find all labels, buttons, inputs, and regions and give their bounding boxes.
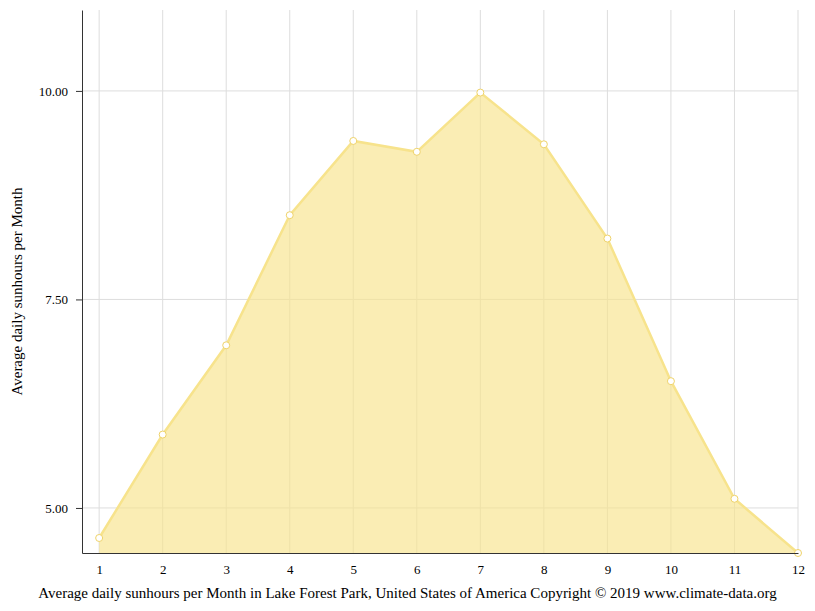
x-tick: 10 [665,553,678,577]
point [350,137,357,144]
x-tick-label: 10 [665,562,678,577]
point [731,495,738,502]
area [99,93,798,553]
x-tick: 2 [160,553,167,577]
x-tick-label: 12 [792,562,805,577]
x-tick-label: 5 [351,562,358,577]
y-tick-mark [76,508,82,509]
x-tick: 1 [96,553,103,577]
point [96,534,103,541]
point [667,378,674,385]
y-tick-mark [76,91,82,92]
plot-area [96,89,802,556]
x-tick: 3 [223,553,230,577]
grid-line [99,10,100,553]
x-tick-label: 11 [729,562,742,577]
x-tick-label: 6 [414,562,421,577]
x-tick-label: 3 [223,562,230,577]
grid-line [82,90,798,91]
y-tick-label: 7.50 [45,292,68,307]
chart-title: Average daily sunhours per Month in Lake… [38,585,777,601]
x-tick: 5 [351,553,358,577]
point [223,342,230,349]
point [286,212,293,219]
point [159,431,166,438]
x-tick-label: 9 [605,562,612,577]
x-tick: 6 [414,553,421,577]
x-tick-label: 1 [96,562,103,577]
x-tick-label: 2 [160,562,167,577]
x-tick: 7 [478,553,485,577]
y-tick: 5.00 [45,501,82,516]
x-tick-label: 7 [478,562,485,577]
point [604,235,611,242]
x-tick: 9 [605,553,612,577]
point [477,89,484,96]
x-axis: 123456789101112 [83,553,806,577]
y-axis-line [82,11,83,554]
chart: 5.007.5010.00123456789101112Average dail… [0,0,815,611]
x-tick: 11 [729,553,742,577]
x-tick: 8 [541,553,548,577]
point [540,141,547,148]
y-tick-label: 5.00 [45,501,68,516]
y-tick: 7.50 [45,292,82,307]
y-tick-mark [76,299,82,300]
grid [82,10,798,553]
x-axis-line [83,553,799,554]
y-tick: 10.00 [39,84,82,99]
y-tick-label: 10.00 [39,84,68,99]
x-tick: 12 [792,553,805,577]
point [413,148,420,155]
grid-line [798,10,799,553]
x-tick: 4 [287,553,294,577]
x-tick-label: 4 [287,562,294,577]
y-axis: 5.00 7.50 10.00 [39,11,83,554]
line [99,93,798,553]
x-tick-label: 8 [541,562,548,577]
grid-line [734,10,735,553]
y-axis-title: Average daily sunhours per Month [9,187,25,396]
